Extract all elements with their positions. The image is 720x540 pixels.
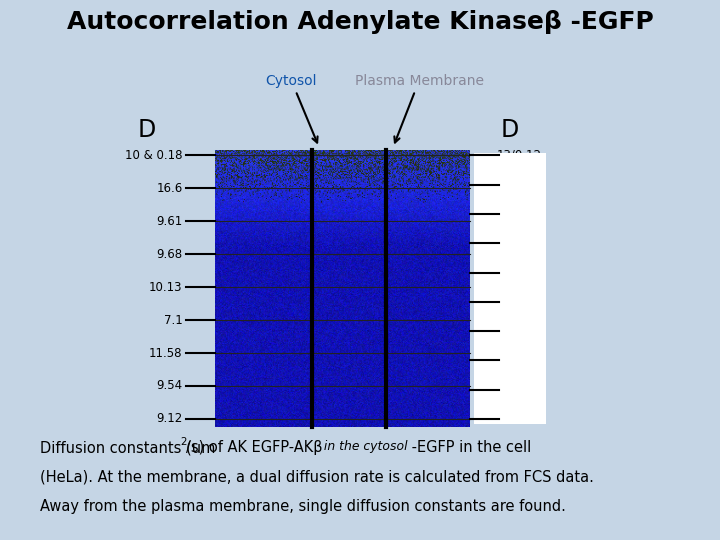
Text: 14.4: 14.4 bbox=[516, 325, 542, 338]
Text: 7.9: 7.9 bbox=[523, 178, 542, 191]
Text: Plasma Membrane: Plasma Membrane bbox=[354, 74, 484, 143]
Text: D: D bbox=[138, 118, 156, 142]
Text: 16.6: 16.6 bbox=[156, 182, 183, 195]
Text: Cytosol: Cytosol bbox=[266, 74, 318, 143]
Text: 10 & 0.18: 10 & 0.18 bbox=[125, 149, 183, 162]
Text: 11.4: 11.4 bbox=[516, 295, 542, 308]
Text: 9.12: 9.12 bbox=[156, 413, 183, 426]
Text: Diffusion constants (um: Diffusion constants (um bbox=[40, 440, 215, 455]
Text: 10.13: 10.13 bbox=[149, 281, 183, 294]
Text: 9.61: 9.61 bbox=[156, 215, 183, 228]
Text: Autocorrelation Adenylate Kinaseβ -EGFP: Autocorrelation Adenylate Kinaseβ -EGFP bbox=[67, 10, 653, 34]
Text: /s) of AK EGFP-AKβ: /s) of AK EGFP-AKβ bbox=[186, 440, 323, 455]
Text: D: D bbox=[500, 118, 518, 142]
Text: 8.8: 8.8 bbox=[523, 237, 542, 249]
Text: 7.9: 7.9 bbox=[523, 207, 542, 220]
Text: 12.3: 12.3 bbox=[516, 383, 542, 396]
Text: 2: 2 bbox=[180, 437, 186, 448]
Text: 8.2: 8.2 bbox=[523, 266, 542, 279]
Text: 11.58: 11.58 bbox=[149, 347, 183, 360]
Bar bbox=[474, 153, 546, 424]
Text: Away from the plasma membrane, single diffusion constants are found.: Away from the plasma membrane, single di… bbox=[40, 500, 565, 515]
Text: -EGFP in the cell: -EGFP in the cell bbox=[407, 440, 531, 455]
Text: (HeLa). At the membrane, a dual diffusion rate is calculated from FCS data.: (HeLa). At the membrane, a dual diffusio… bbox=[40, 470, 593, 485]
Text: 7.1: 7.1 bbox=[164, 314, 183, 327]
Text: 13/0.12: 13/0.12 bbox=[497, 149, 542, 162]
Text: in the cytosol: in the cytosol bbox=[320, 440, 408, 453]
Text: 11.2: 11.2 bbox=[516, 413, 542, 426]
Text: 9.68: 9.68 bbox=[156, 248, 183, 261]
Text: 12: 12 bbox=[527, 354, 542, 367]
Text: 9.54: 9.54 bbox=[156, 380, 183, 393]
